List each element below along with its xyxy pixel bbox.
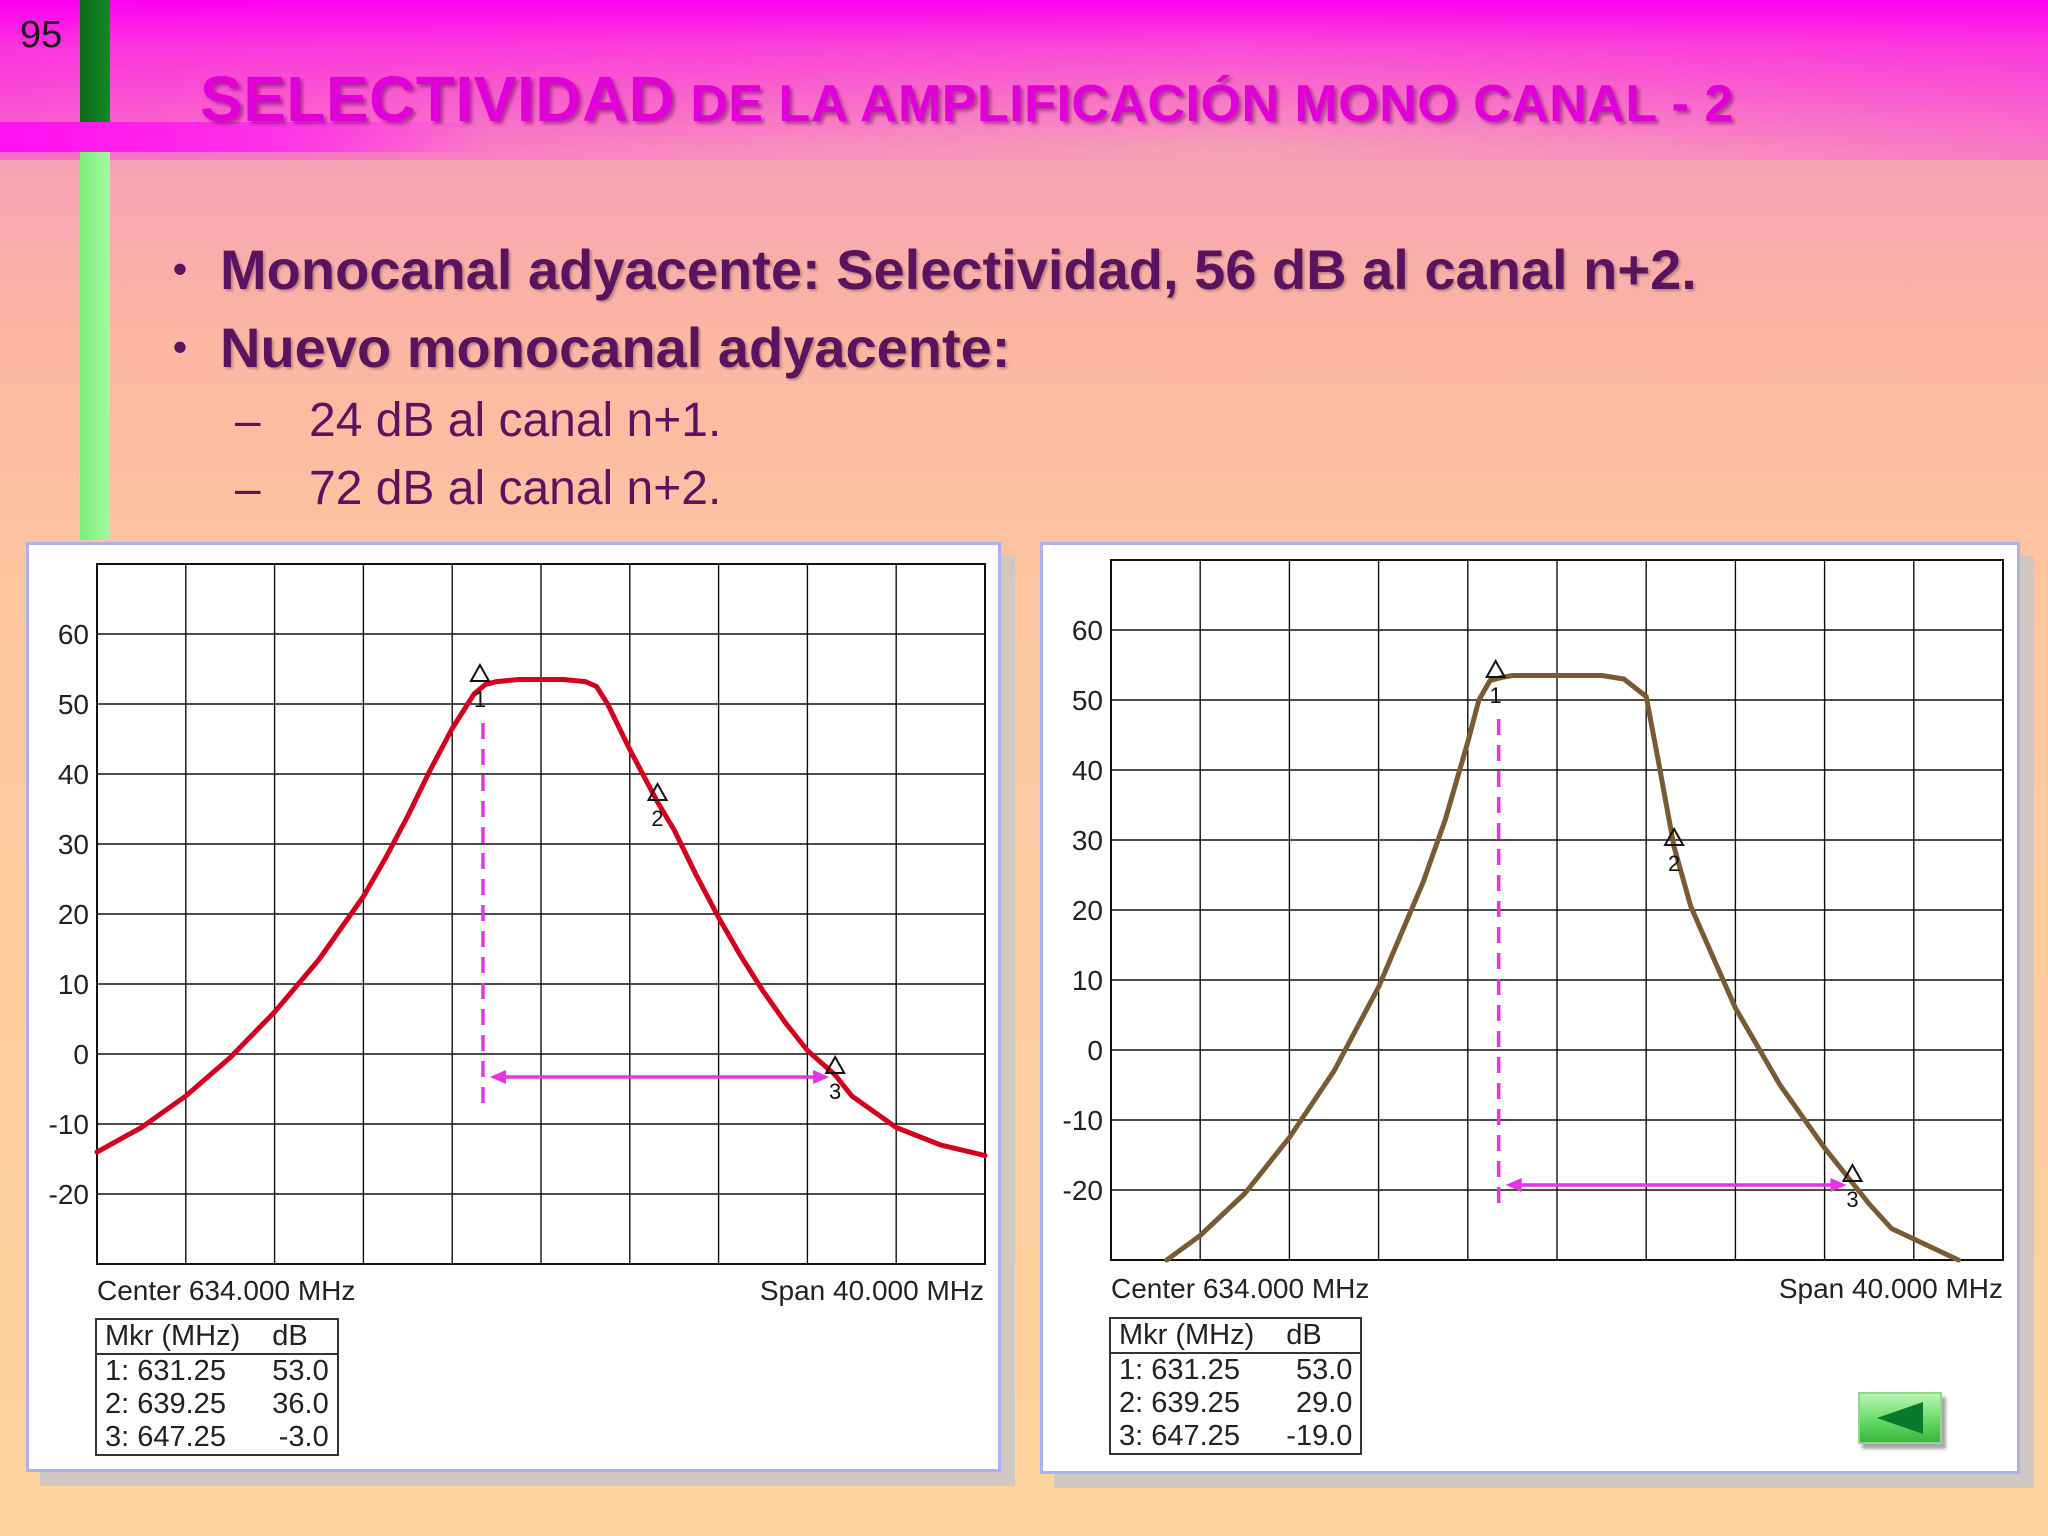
marker-db: 53.0 xyxy=(1295,1354,1353,1386)
marker-triangle xyxy=(1484,658,1507,678)
y-tick-label: 30 xyxy=(1072,825,1103,856)
marker-id-label: 2 xyxy=(651,806,663,831)
bullet-item: • Monocanal adyacente: Selectividad, 56 … xyxy=(140,230,1697,308)
bullet-text: Monocanal adyacente: Selectividad, 56 dB… xyxy=(220,237,1697,301)
marker-db: 53.0 xyxy=(272,1355,329,1387)
y-tick-label: 50 xyxy=(58,689,89,720)
spectrum-panel-right: 60 50 40 30 20 10 0 -10 -20 1 2 3 Center 634.000 MH… xyxy=(1040,542,2020,1474)
center-label: Center 634.000 MHz xyxy=(1111,1273,1370,1304)
marker-id-label: 1 xyxy=(1490,683,1502,708)
page-number: 95 xyxy=(20,14,63,56)
y-tick-label: 40 xyxy=(1072,755,1103,786)
marker-triangle xyxy=(646,781,669,801)
marker-table-header: Mkr (MHz) xyxy=(1110,1318,1263,1354)
sub-bullet-text: 72 dB al canal n+2. xyxy=(309,461,722,515)
y-tick-label: -10 xyxy=(1063,1105,1103,1136)
marker-db: -19.0 xyxy=(1286,1420,1353,1452)
y-tick-label: 60 xyxy=(58,619,89,650)
center-label: Center 634.000 MHz xyxy=(97,1275,356,1306)
sub-bullet-item: – 72 dB al canal n+2. xyxy=(235,454,1697,522)
y-tick-label: -10 xyxy=(49,1109,89,1140)
y-tick-label: -20 xyxy=(49,1179,89,1210)
dash-glyph: – xyxy=(235,394,261,446)
delta-arrow-head-left xyxy=(489,1070,506,1084)
sub-bullet-text: 24 dB al canal n+1. xyxy=(309,393,722,447)
marker-id-label: 3 xyxy=(829,1079,841,1104)
marker-freq: 2: 639.25 xyxy=(1119,1387,1240,1419)
y-tick-label: 20 xyxy=(1072,895,1103,926)
marker-table-header: dB xyxy=(248,1319,338,1355)
back-button[interactable] xyxy=(1858,1392,1942,1444)
marker-triangle xyxy=(1841,1162,1864,1182)
y-tick-label: 60 xyxy=(1072,615,1103,646)
spectrum-chart-left: 60 50 40 30 20 10 0 -10 -20 1 2 3 xyxy=(49,563,988,1265)
spectrum-chart-right: 60 50 40 30 20 10 0 -10 -20 1 2 3 xyxy=(1063,559,2004,1263)
marker-freq: 1: 631.25 xyxy=(105,1355,226,1387)
y-tick-label: 50 xyxy=(1072,685,1103,716)
marker-freq: 3: 647.25 xyxy=(1119,1420,1240,1452)
marker-freq: 2: 639.25 xyxy=(105,1388,226,1420)
marker-table-header: dB xyxy=(1262,1318,1362,1354)
marker-freq: 3: 647.25 xyxy=(105,1421,226,1453)
span-label: Span 40.000 MHz xyxy=(759,1275,984,1306)
bullet-glyph: • xyxy=(172,245,188,292)
y-tick-label: 10 xyxy=(1072,965,1103,996)
bullet-list: • Monocanal adyacente: Selectividad, 56 … xyxy=(140,230,1697,522)
marker-db: 36.0 xyxy=(272,1388,329,1420)
y-tick-label: 40 xyxy=(58,759,89,790)
marker-id-label: 3 xyxy=(1846,1187,1858,1212)
marker-id-label: 2 xyxy=(1668,851,1680,876)
spectrum-panel-left: 60 50 40 30 20 10 0 -10 -20 1 2 3 Center 634.000 MH… xyxy=(26,542,1001,1472)
y-tick-label: -20 xyxy=(1063,1175,1103,1206)
left-accent-bar-dark xyxy=(80,0,110,122)
header-underline-band xyxy=(0,122,490,152)
dash-glyph: – xyxy=(235,462,261,514)
slide-title: SELECTIVIDAD DE LA AMPLIFICACIÓN MONO CA… xyxy=(200,62,2020,136)
marker-db: 29.0 xyxy=(1295,1387,1353,1419)
marker-db: -3.0 xyxy=(278,1421,329,1453)
left-triangle-icon xyxy=(1877,1402,1923,1434)
delta-arrow-head-right xyxy=(1830,1178,1847,1192)
marker-id-label: 1 xyxy=(474,687,486,712)
title-emphasis: SELECTIVIDAD xyxy=(200,63,676,135)
delta-arrow-head-left xyxy=(1505,1178,1522,1192)
marker-triangle xyxy=(824,1054,846,1074)
spectrum-trace xyxy=(94,677,988,1158)
span-label: Span 40.000 MHz xyxy=(1778,1273,2003,1304)
y-tick-label: 30 xyxy=(58,829,89,860)
bullet-glyph: • xyxy=(172,323,188,370)
y-tick-label: 0 xyxy=(73,1039,89,1070)
y-tick-label: 10 xyxy=(58,969,89,1000)
bullet-text: Nuevo monocanal adyacente: xyxy=(220,315,1011,379)
title-rest: DE LA AMPLIFICACIÓN MONO CANAL - 2 xyxy=(675,75,1734,133)
marker-triangle xyxy=(469,662,491,682)
left-accent-bar-light xyxy=(80,152,110,540)
marker-table: Mkr (MHz) dB 1: 631.25 53.0 2: 639.25 36.0 … xyxy=(95,1318,339,1456)
delta-arrow-head-right xyxy=(813,1070,830,1084)
marker-freq: 1: 631.25 xyxy=(1119,1354,1240,1386)
marker-table-header: Mkr (MHz) xyxy=(96,1319,249,1355)
sub-bullet-item: – 24 dB al canal n+1. xyxy=(235,386,1697,454)
bullet-item: • Nuevo monocanal adyacente: xyxy=(140,308,1697,386)
marker-triangle xyxy=(1663,826,1685,846)
y-tick-label: 0 xyxy=(1087,1035,1103,1066)
spectrum-trace xyxy=(1164,673,1961,1263)
y-tick-label: 20 xyxy=(58,899,89,930)
marker-table: Mkr (MHz) dB 1: 631.25 53.0 2: 639.25 29.0 … xyxy=(1109,1317,1363,1455)
